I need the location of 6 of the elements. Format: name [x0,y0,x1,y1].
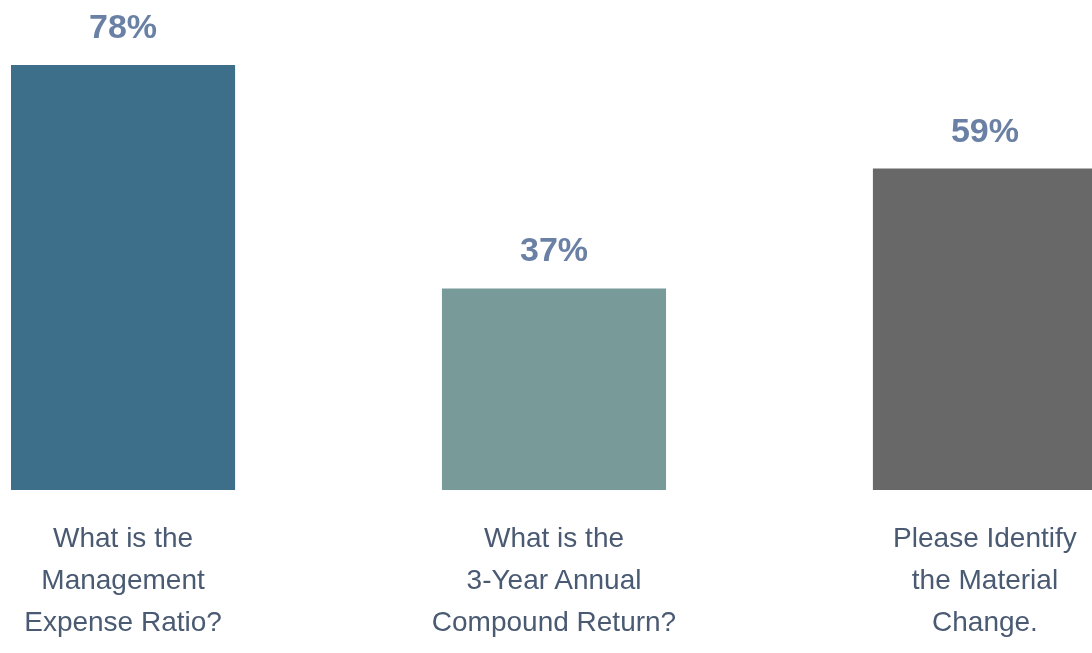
x-tick-label: What is the 3-Year Annual Compound Return? [431,521,677,637]
x-tick-label: What is the Management Expense Ratio? [24,521,222,637]
data-label: 59% [950,110,1019,149]
x-tick-label: Please Identify the Material Change. [893,521,1077,637]
data-label: 78% [89,7,158,45]
data-label: 37% [519,230,589,269]
